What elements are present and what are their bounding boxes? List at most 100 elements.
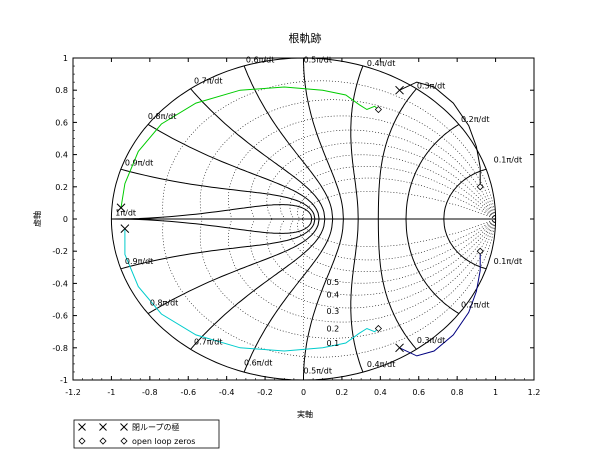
locus-branches [120,81,481,357]
legend-pole-marker [78,423,86,431]
legend-label: open loop zeros [132,437,195,446]
x-tick-label: -1 [107,388,115,397]
frequency-label: 0.8π/dt [148,112,176,121]
damping-curve [162,80,496,220]
x-axis-label: 実軸 [297,409,313,419]
locus-branch [399,81,481,187]
frequency-curve [303,58,344,220]
legend-zero-marker [120,437,128,445]
y-tick-label: -1 [60,376,68,385]
frequency-curve [111,218,313,234]
damping-label: 0.1 [327,339,340,348]
legend-zero-marker [99,437,107,445]
cross-stroke [99,423,107,431]
open-loop-zero [476,247,484,255]
y-axis-label: 虚軸 [32,211,42,227]
cross-stroke [120,423,128,431]
damping-curve [301,190,496,220]
x-tick-label: 0 [301,388,306,397]
x-tick-label: -1.2 [65,388,81,397]
frequency-label: 0.4π/dt [367,360,395,369]
open-loop-zero [374,324,382,333]
frequency-curve [243,218,334,373]
damping-curve [297,177,496,220]
x-tick-label: -0.4 [219,388,235,397]
x-tick-label: 0.8 [451,388,464,397]
frequency-curve [120,218,316,270]
frequency-curve [377,218,417,350]
frequency-label: 0.8π/dt [150,299,178,308]
damping-curve [228,115,496,220]
x-tick-label: -0.8 [142,388,158,397]
frequency-curve [350,65,364,220]
open-loop-zero [476,183,484,191]
frequency-label: 0.6π/dt [246,56,274,65]
damping-curve [297,218,496,261]
frequency-label: 0.1π/dt [494,257,522,266]
frequency-curve [190,218,326,350]
frequency-label: 0.2π/dt [461,115,489,124]
closed-loop-pole [120,224,130,234]
cross-stroke [120,224,130,234]
frequency-label: 0.7π/dt [194,77,222,86]
y-tick-label: 0.8 [55,86,68,95]
frequency-curve [443,218,487,270]
frequency-curve [443,168,487,220]
x-tick-label: 0.4 [374,388,387,397]
y-tick-label: -0.6 [52,312,68,321]
legend-zero-marker [78,437,86,445]
locus-branch [399,251,481,357]
legend-box [73,419,220,449]
chart-title: 根軌跡 [289,31,322,45]
cross-stroke [395,343,404,353]
damping-label: 0.4 [327,291,340,300]
damping-curve [228,218,496,323]
frequency-curve [111,204,313,220]
locus-branch [124,228,379,352]
cross-stroke [395,85,404,95]
damping-curve [199,99,496,220]
y-tick-label: 1 [63,54,68,63]
x-tick-label: 0.6 [412,388,425,397]
damping-label: 0.3 [327,307,340,316]
z-plane-grid [110,58,497,380]
markers [116,85,484,353]
legend: 閉ループの極 open loop zeros [73,419,220,449]
legend-label: 閉ループの極 [132,422,180,432]
frequency-curve [190,88,326,220]
frequency-label: 0.1π/dt [494,155,522,164]
frequency-label: 0.4π/dt [367,59,395,68]
cross-stroke [78,423,86,431]
damping-curve [289,218,496,273]
y-tick-label: 0 [63,215,68,224]
closed-loop-pole [116,203,126,213]
y-tick-label: -0.8 [52,344,68,353]
frequency-label: 0.3π/dt [417,81,445,90]
frequency-label: 0.6π/dt [244,358,272,367]
x-tick-label: 1 [493,388,498,397]
y-tick-label: 0.4 [55,151,68,160]
frequency-curve [377,88,417,220]
axes: -1.2 -1 -0.8 -0.6 -0.4 -0.2 0 0.2 0.4 0.6 0.8 1 1.2 -… [52,54,540,397]
damping-curve [279,218,496,284]
damping-label: 0.5 [327,278,340,287]
frequency-label: 0.2π/dt [461,300,489,309]
legend-pole-marker [99,423,107,431]
legend-pole-marker [120,423,128,431]
frequency-label: 0.9π/dt [125,257,153,266]
frequency-curve [243,65,334,220]
x-tick-label: -0.2 [257,388,273,397]
damping-label: 0.2 [327,324,340,333]
frequency-curve [405,218,460,315]
frequency-curve [147,123,320,220]
frequency-curve [405,123,460,220]
x-tick-label: -0.6 [180,388,196,397]
open-loop-zero [374,105,382,114]
frequency-label: 1π/dt [115,209,136,218]
x-tick-label: 1.2 [528,388,541,397]
frequency-label: 0.5π/dt [304,56,332,65]
x-tick-label: 0.2 [336,388,349,397]
y-tick-label: 0.6 [55,118,68,127]
damping-curve [162,218,496,358]
